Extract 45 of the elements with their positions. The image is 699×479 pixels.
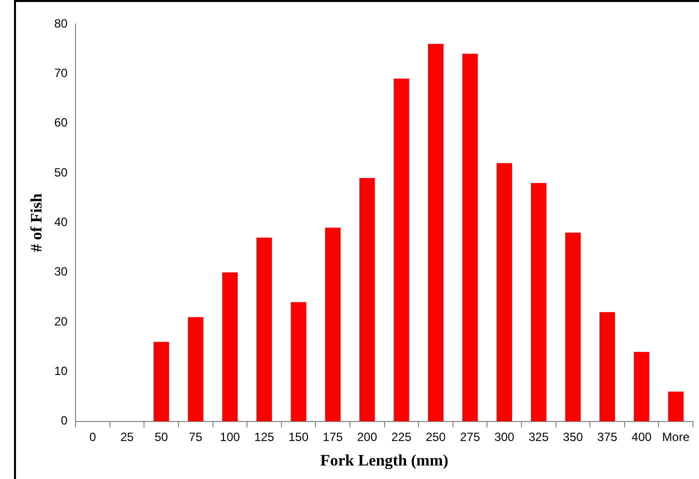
bar xyxy=(394,78,410,422)
x-tick-label: 50 xyxy=(154,430,168,444)
x-axis-title: Fork Length (mm) xyxy=(320,452,448,470)
bar xyxy=(222,272,238,422)
bar xyxy=(325,228,341,422)
bar xyxy=(668,392,684,422)
y-axis-title: # of Fish xyxy=(28,193,46,252)
x-tick-label: 200 xyxy=(357,430,378,444)
bar xyxy=(428,44,444,422)
x-tick-label: 325 xyxy=(528,430,549,444)
bar xyxy=(359,178,375,422)
y-tick-label: 20 xyxy=(54,314,68,328)
bar xyxy=(600,312,615,422)
bar xyxy=(256,238,272,422)
bar xyxy=(154,342,170,422)
x-tick-label: 25 xyxy=(120,430,134,444)
x-tick-label: More xyxy=(662,430,690,444)
x-tick-label: 150 xyxy=(288,430,309,444)
bar xyxy=(462,54,478,422)
y-tick-label: 50 xyxy=(54,165,68,180)
bar xyxy=(634,352,650,422)
y-tick-label: 80 xyxy=(54,16,68,30)
bar xyxy=(188,317,204,422)
y-tick-label: 10 xyxy=(54,364,68,378)
x-tick-label: 225 xyxy=(391,430,412,444)
x-tick-label: 100 xyxy=(220,430,240,444)
bar xyxy=(496,163,512,422)
bar xyxy=(565,232,581,422)
x-tick-label: 275 xyxy=(460,430,480,444)
y-tick-label: 30 xyxy=(54,264,68,279)
x-tick-label: 375 xyxy=(597,430,618,444)
y-tick-label: 0 xyxy=(60,414,68,428)
x-tick-label: 175 xyxy=(322,430,344,444)
x-tick-label: 400 xyxy=(632,430,652,444)
y-tick-label: 60 xyxy=(54,116,68,130)
bar xyxy=(530,182,546,422)
x-tick-label: 250 xyxy=(426,430,446,444)
x-tick-label: 350 xyxy=(562,430,584,444)
y-tick-label: 40 xyxy=(54,215,68,230)
x-tick-label: 125 xyxy=(254,430,275,444)
x-tick-label: 300 xyxy=(494,430,515,444)
bar xyxy=(290,302,306,422)
x-tick-label: 75 xyxy=(188,430,203,444)
x-tick-label: 0 xyxy=(89,430,96,444)
y-tick-label: 70 xyxy=(54,66,68,80)
